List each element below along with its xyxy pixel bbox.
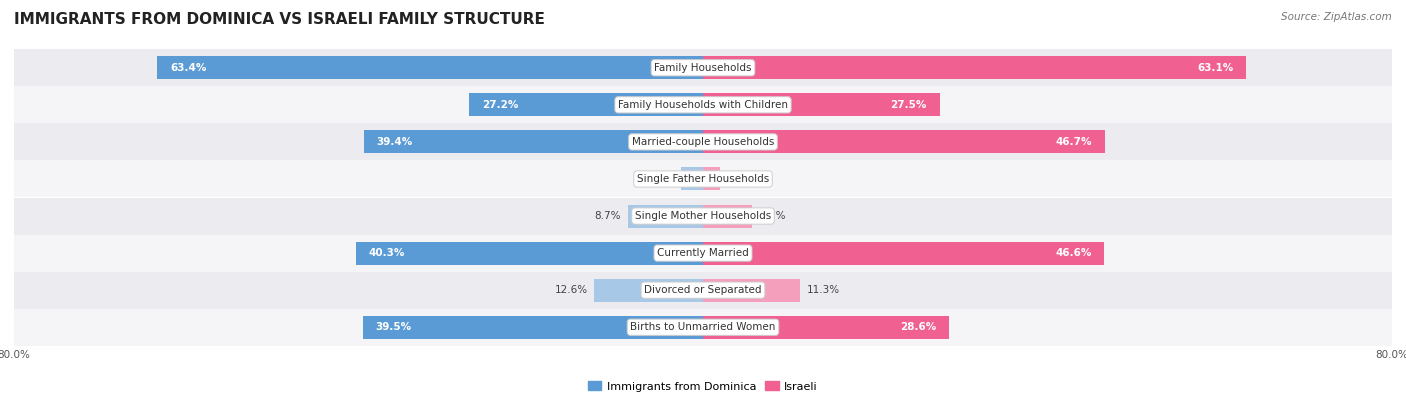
Bar — [703, 242, 1104, 265]
Bar — [703, 316, 949, 339]
Bar — [682, 167, 703, 190]
Bar — [14, 235, 1392, 272]
Bar — [364, 130, 703, 153]
Text: Single Father Households: Single Father Households — [637, 174, 769, 184]
Text: 63.1%: 63.1% — [1198, 63, 1233, 73]
Bar — [595, 278, 703, 302]
Text: 46.6%: 46.6% — [1054, 248, 1091, 258]
Text: 5.7%: 5.7% — [759, 211, 786, 221]
Bar — [14, 49, 1392, 87]
Bar — [14, 198, 1392, 235]
Text: Married-couple Households: Married-couple Households — [631, 137, 775, 147]
Bar — [628, 205, 703, 228]
Text: 39.4%: 39.4% — [377, 137, 413, 147]
Bar — [703, 278, 800, 302]
Bar — [14, 272, 1392, 308]
Text: Divorced or Separated: Divorced or Separated — [644, 285, 762, 295]
Text: 8.7%: 8.7% — [595, 211, 621, 221]
Text: 12.6%: 12.6% — [554, 285, 588, 295]
Bar — [14, 123, 1392, 160]
Bar — [356, 242, 703, 265]
Text: Source: ZipAtlas.com: Source: ZipAtlas.com — [1281, 12, 1392, 22]
Legend: Immigrants from Dominica, Israeli: Immigrants from Dominica, Israeli — [583, 377, 823, 395]
Text: 11.3%: 11.3% — [807, 285, 841, 295]
Bar — [703, 167, 720, 190]
Text: 63.4%: 63.4% — [170, 63, 207, 73]
Text: Currently Married: Currently Married — [657, 248, 749, 258]
Bar — [14, 87, 1392, 123]
Text: 2.0%: 2.0% — [727, 174, 754, 184]
Text: IMMIGRANTS FROM DOMINICA VS ISRAELI FAMILY STRUCTURE: IMMIGRANTS FROM DOMINICA VS ISRAELI FAMI… — [14, 12, 546, 27]
Text: 39.5%: 39.5% — [375, 322, 412, 332]
Text: Family Households: Family Households — [654, 63, 752, 73]
Bar — [157, 56, 703, 79]
Bar — [14, 308, 1392, 346]
Text: Single Mother Households: Single Mother Households — [636, 211, 770, 221]
Bar — [703, 93, 939, 117]
Text: 2.5%: 2.5% — [648, 174, 675, 184]
Text: 28.6%: 28.6% — [900, 322, 936, 332]
Bar — [363, 316, 703, 339]
Bar — [703, 130, 1105, 153]
Text: Family Households with Children: Family Households with Children — [619, 100, 787, 110]
Bar — [703, 56, 1246, 79]
Text: 27.5%: 27.5% — [890, 100, 927, 110]
Bar — [14, 160, 1392, 198]
Text: 46.7%: 46.7% — [1056, 137, 1092, 147]
Text: 27.2%: 27.2% — [482, 100, 517, 110]
Text: Births to Unmarried Women: Births to Unmarried Women — [630, 322, 776, 332]
Bar — [703, 205, 752, 228]
Bar — [468, 93, 703, 117]
Text: 40.3%: 40.3% — [368, 248, 405, 258]
